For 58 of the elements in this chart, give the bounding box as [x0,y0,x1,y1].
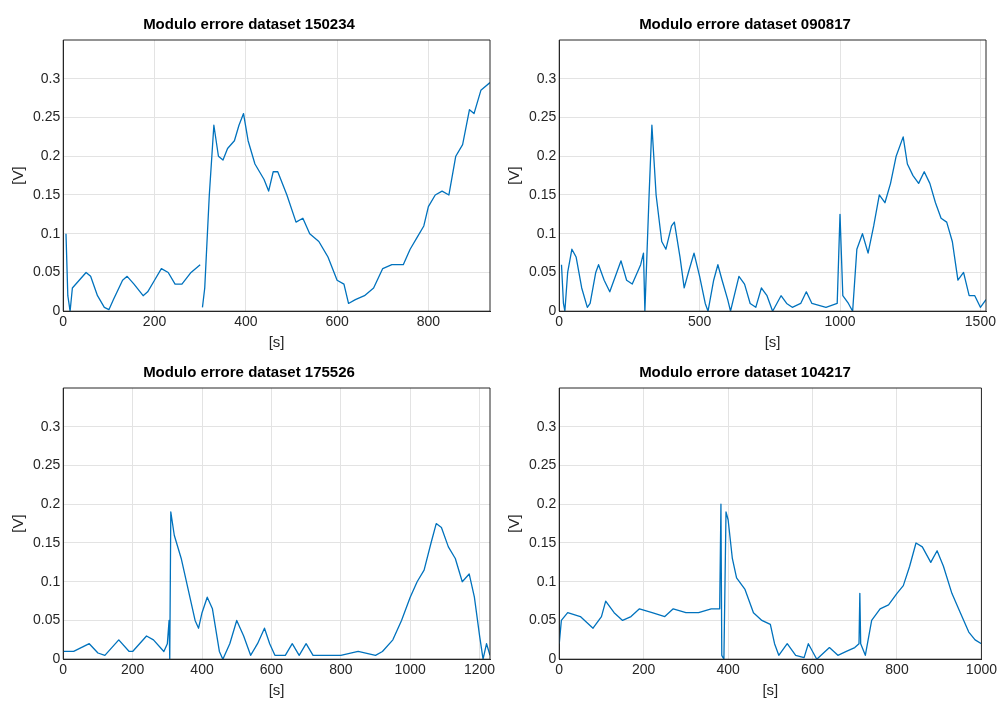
x-tick-label: 1000 [394,661,426,678]
y-tick-label: 0.05 [33,263,61,280]
y-tick-label: 0.3 [536,69,557,86]
y-tick-label: 0.05 [529,611,557,628]
y-tick-label: 0.05 [33,611,61,628]
x-tick-label: 200 [120,661,145,678]
x-tick-label: 1500 [964,313,997,330]
y-tick-label: 0.3 [40,417,61,434]
x-axis-title: [s] [762,681,779,699]
y-tick-label: 0 [548,302,557,319]
chart-title: Modulo errore dataset 150234 [143,15,356,33]
y-tick-label: 0.2 [40,147,61,164]
chart-title: Modulo errore dataset 104217 [639,363,851,381]
y-tick-label: 0.1 [40,224,61,241]
y-tick-label: 0.1 [536,224,557,241]
y-axis-title: [V] [9,166,27,185]
y-tick-label: 0.2 [40,495,61,512]
y-axis-title: [V] [9,514,27,533]
x-tick-label: 1000 [965,661,998,678]
y-tick-label: 0 [52,650,61,667]
x-tick-label: 500 [687,313,712,330]
x-tick-label: 600 [259,661,284,678]
y-tick-label: 0.15 [33,533,61,550]
y-tick-label: 0.25 [33,456,61,473]
x-tick-label: 400 [190,661,214,678]
y-tick-label: 0.15 [529,533,557,550]
x-tick-label: 600 [325,313,349,330]
x-axis-title: [s] [268,333,285,351]
chart-title: Modulo errore dataset 175526 [143,363,355,381]
y-tick-label: 0.3 [536,417,557,434]
y-tick-label: 0.15 [529,185,557,202]
y-tick-label: 0.1 [536,572,557,589]
y-axis-title: [V] [505,514,523,533]
y-tick-label: 0.1 [40,572,61,589]
x-tick-label: 800 [329,661,353,678]
x-tick-label: 800 [885,661,909,678]
y-tick-label: 0.2 [536,147,557,164]
chart-title: Modulo errore dataset 090817 [639,15,851,33]
y-tick-label: 0.05 [529,263,557,280]
y-tick-label: 0.25 [33,108,61,125]
y-tick-label: 0.2 [536,495,557,512]
x-tick-label: 200 [142,313,167,330]
x-axis-title: [s] [268,681,285,699]
y-tick-label: 0.15 [33,185,61,202]
y-tick-label: 0 [52,302,61,319]
y-tick-label: 0.25 [529,108,557,125]
y-axis-title: [V] [505,166,523,185]
x-tick-label: 200 [632,661,656,678]
y-tick-label: 0 [548,650,557,667]
x-tick-label: 400 [716,661,741,678]
x-tick-label: 800 [416,313,441,330]
x-tick-label: 600 [800,661,825,678]
x-tick-label: 400 [234,313,258,330]
y-tick-label: 0.3 [40,69,61,86]
x-tick-label: 1200 [464,661,496,678]
y-tick-label: 0.25 [529,456,557,473]
x-tick-label: 1000 [824,313,856,330]
x-axis-title: [s] [764,333,781,351]
